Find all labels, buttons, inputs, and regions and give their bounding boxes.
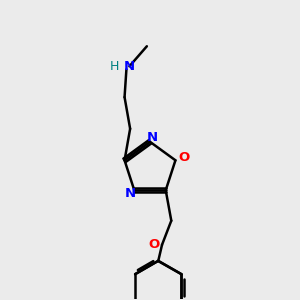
Text: N: N [146,131,158,144]
Text: O: O [148,238,160,251]
Text: N: N [124,60,135,73]
Text: N: N [124,187,135,200]
Text: H: H [110,60,119,73]
Text: O: O [178,151,189,164]
